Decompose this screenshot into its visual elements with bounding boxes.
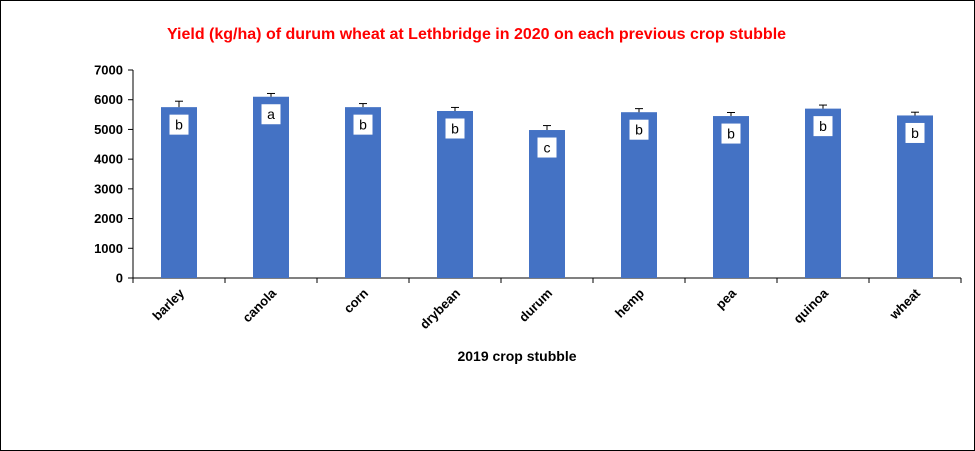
bar-canola <box>253 96 289 278</box>
bar-corn <box>345 107 381 279</box>
axes: 0 1000 2000 3000 4000 5000 6000 7000 <box>94 63 962 286</box>
letter-box-quinoa <box>813 116 833 137</box>
x-axis-label: 2019 crop stubble <box>457 348 576 364</box>
significance-letter-drybean: b <box>451 121 459 137</box>
letter-box-corn <box>353 114 373 135</box>
letter-box-durum <box>537 137 557 158</box>
x-tick-label-drybean: drybean <box>417 285 463 331</box>
x-tick-label-canola: canola <box>239 285 279 325</box>
significance-letter-barley: b <box>175 117 183 133</box>
significance-letter-quinoa: b <box>819 118 827 134</box>
chart-title: Yield (kg/ha) of durum wheat at Lethbrid… <box>166 26 787 43</box>
significance-letter-pea: b <box>727 126 735 142</box>
significance-letter-wheat: b <box>911 125 919 141</box>
x-tick-label-barley: barley <box>149 285 187 323</box>
x-tick-label-corn: corn <box>341 285 372 316</box>
letter-box-hemp <box>629 119 649 140</box>
y-tick-label: 7000 <box>94 63 123 78</box>
y-tick-label: 1000 <box>94 241 123 256</box>
y-tick-label: 5000 <box>94 122 123 137</box>
y-tick-label: 2000 <box>94 211 123 226</box>
y-tick-label: 3000 <box>94 181 123 196</box>
letter-box-pea <box>721 123 741 144</box>
x-tick-label-pea: pea <box>713 285 740 312</box>
bar-hemp <box>621 112 657 279</box>
bar-drybean <box>437 111 473 279</box>
x-tick-label-hemp: hemp <box>612 285 647 320</box>
letter-box-drybean <box>445 118 465 139</box>
bar-quinoa <box>805 108 841 278</box>
letter-box-canola <box>261 104 281 125</box>
significance-letter-durum: c <box>544 140 551 156</box>
significance-letter-hemp: b <box>635 122 643 138</box>
bars <box>161 92 933 279</box>
y-tick-label: 4000 <box>94 152 123 167</box>
y-tick-label: 6000 <box>94 92 123 107</box>
x-tick-label-wheat: wheat <box>886 285 924 323</box>
significance-letter-canola: a <box>267 106 275 122</box>
significance-letter-corn: b <box>359 117 367 133</box>
bar-barley <box>161 107 197 279</box>
letter-box-wheat <box>905 122 925 143</box>
letter-box-barley <box>169 114 189 135</box>
y-tick-label: 0 <box>116 271 123 286</box>
x-tick-label-quinoa: quinoa <box>790 285 831 326</box>
x-tick-label-durum: durum <box>516 286 555 325</box>
